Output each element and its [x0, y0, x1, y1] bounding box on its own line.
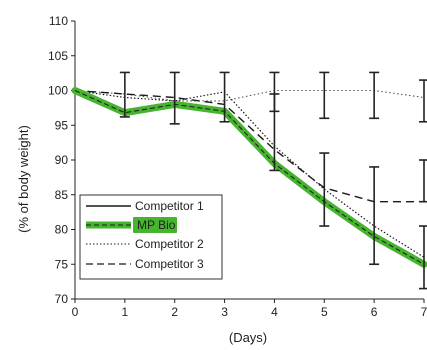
legend-label-mp-bio: MP Bio — [137, 218, 176, 232]
legend: Competitor 1 MP Bio Competitor 2 Competi… — [79, 194, 223, 280]
y-tick-label: 85 — [55, 188, 69, 202]
legend-entry-competitor-3: Competitor 3 — [86, 257, 204, 271]
series-line-mp-bio-halo — [71, 87, 427, 268]
error-bar — [319, 71, 330, 120]
legend-label-competitor-3: Competitor 3 — [135, 257, 204, 271]
legend-entry-mp-bio: MP Bio — [86, 217, 177, 233]
y-tick-label: 110 — [49, 14, 68, 28]
y-tick-label: 70 — [55, 292, 69, 306]
error-bar — [169, 71, 180, 125]
legend-entry-competitor-2: Competitor 2 — [86, 237, 204, 251]
x-tick-label: 6 — [371, 305, 378, 319]
legend-label-highlight-mp-bio — [133, 217, 177, 233]
y-tick-label: 95 — [55, 118, 69, 132]
error-bar — [319, 152, 330, 227]
y-tick-label: 105 — [48, 49, 68, 63]
y-tick-label: 90 — [55, 153, 69, 167]
x-axis-label: (Days) — [229, 330, 267, 345]
series-layer — [71, 87, 427, 268]
error-bar — [369, 166, 380, 266]
legend-entry-competitor-1: Competitor 1 — [86, 199, 204, 213]
axes: 70 75 80 85 90 95 100 105 110 0 1 2 3 4 5 6 7 — [48, 14, 427, 319]
x-tick-label: 1 — [122, 305, 129, 319]
error-bar — [219, 71, 230, 123]
error-bar — [419, 79, 427, 123]
error-bar — [369, 71, 380, 120]
y-tick-label: 80 — [55, 223, 69, 237]
series-line-reference-series — [74, 89, 425, 102]
legend-box — [79, 194, 223, 280]
legend-label-competitor-1: Competitor 1 — [135, 199, 204, 213]
error-bars — [119, 71, 427, 290]
x-tick-label: 3 — [221, 305, 228, 319]
y-tick-label: 75 — [55, 257, 69, 271]
x-tick-label: 4 — [271, 305, 278, 319]
legend-label-competitor-2: Competitor 2 — [135, 237, 204, 251]
x-tick-label: 5 — [321, 305, 328, 319]
y-tick-label: 100 — [48, 84, 68, 98]
y-axis-label: (% of body weight) — [16, 125, 31, 233]
error-bar — [269, 71, 280, 113]
x-tick-label: 2 — [171, 305, 178, 319]
error-bar — [119, 71, 130, 118]
x-tick-label: 7 — [421, 305, 427, 319]
series-line-competitor-3 — [74, 89, 424, 203]
error-bar — [419, 159, 427, 203]
error-bar — [419, 225, 427, 290]
x-tick-label: 0 — [72, 305, 79, 319]
